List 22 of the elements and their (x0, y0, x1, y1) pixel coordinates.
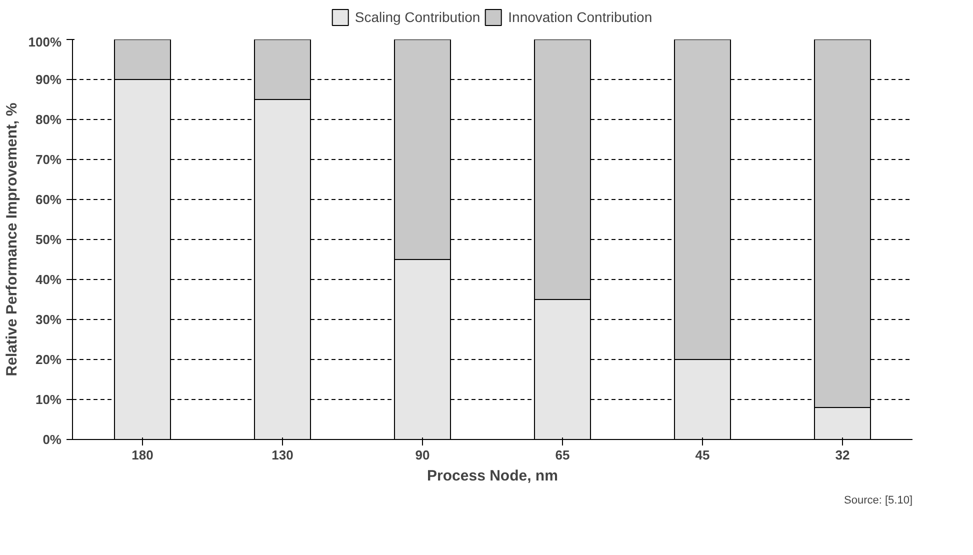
x-tick-label: 180 (132, 448, 154, 462)
y-tick-label: 80% (35, 112, 62, 127)
y-axis-title: Relative Performance Improvement, % (3, 102, 20, 376)
y-tick-label: 90% (35, 72, 62, 87)
y-tick-label: 70% (35, 152, 62, 167)
x-tick-label: 45 (695, 448, 710, 462)
y-tick-label: 50% (35, 232, 62, 247)
x-tick-label: 65 (555, 448, 570, 462)
x-tick-label: 32 (835, 448, 850, 462)
x-tick-label: 90 (415, 448, 430, 462)
legend-label: Scaling Contribution (354, 9, 480, 25)
x-tick-label: 130 (272, 448, 294, 462)
y-tick-label: 60% (35, 192, 62, 207)
y-tick-label: 20% (35, 352, 62, 367)
source-note: Source: [5.10] (844, 494, 913, 506)
x-axis-title: Process Node, nm (427, 468, 558, 484)
y-tick-label: 40% (35, 272, 62, 287)
legend-label: Innovation Contribution (508, 9, 652, 25)
y-tick-label: 30% (35, 312, 62, 327)
y-tick-label: 10% (35, 392, 62, 407)
y-tick-label: 100% (28, 34, 62, 50)
y-tick-label: 0% (42, 432, 62, 447)
